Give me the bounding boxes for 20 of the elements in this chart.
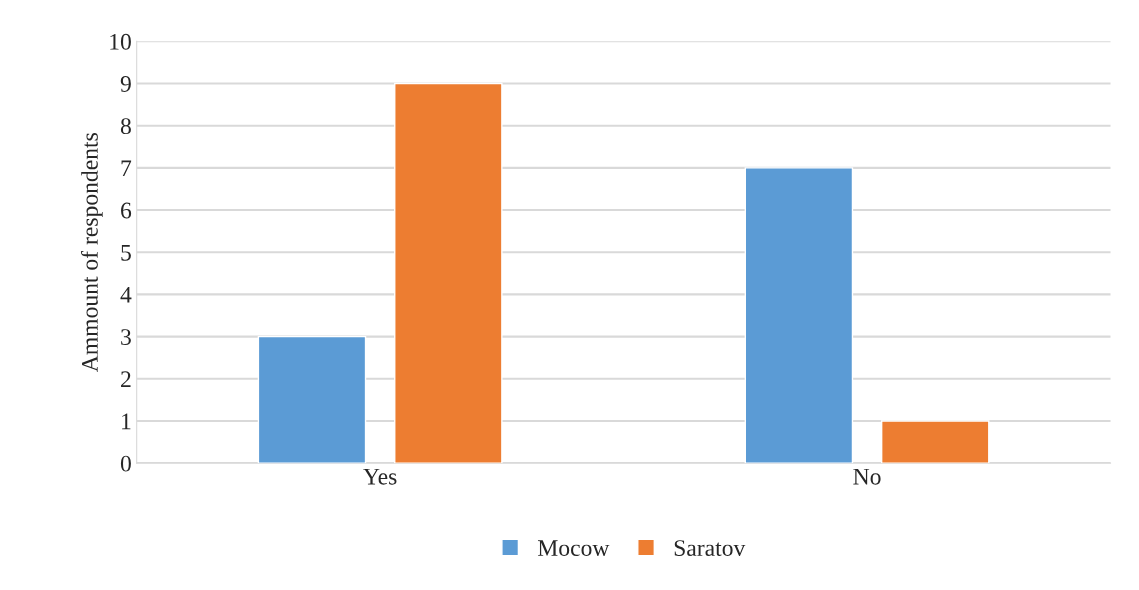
bar [394, 82, 503, 464]
x-tick-label: No [853, 468, 881, 485]
x-tick-label: Yes [363, 468, 397, 485]
y-tick-label: 7 [121, 160, 132, 177]
y-tick-label: 8 [120, 118, 131, 135]
y-axis-title: Ammount of respondents [81, 133, 103, 372]
y-tick-label: 5 [121, 244, 131, 261]
y-tick-label: 6 [121, 202, 132, 219]
y-tick-label: 2 [121, 371, 131, 387]
y-tick-label: 4 [120, 287, 132, 303]
y-tick-label: 3 [121, 329, 131, 346]
bar [744, 167, 854, 464]
y-tick-label: 10 [110, 33, 131, 50]
bar [880, 420, 990, 464]
y-tick-label: 1 [122, 413, 131, 430]
legend-label: Mocow [537, 540, 610, 556]
y-tick-label: 9 [120, 76, 131, 92]
bar [257, 335, 367, 464]
y-tick-label: 0 [120, 455, 131, 472]
legend-label: Saratov [674, 540, 746, 556]
